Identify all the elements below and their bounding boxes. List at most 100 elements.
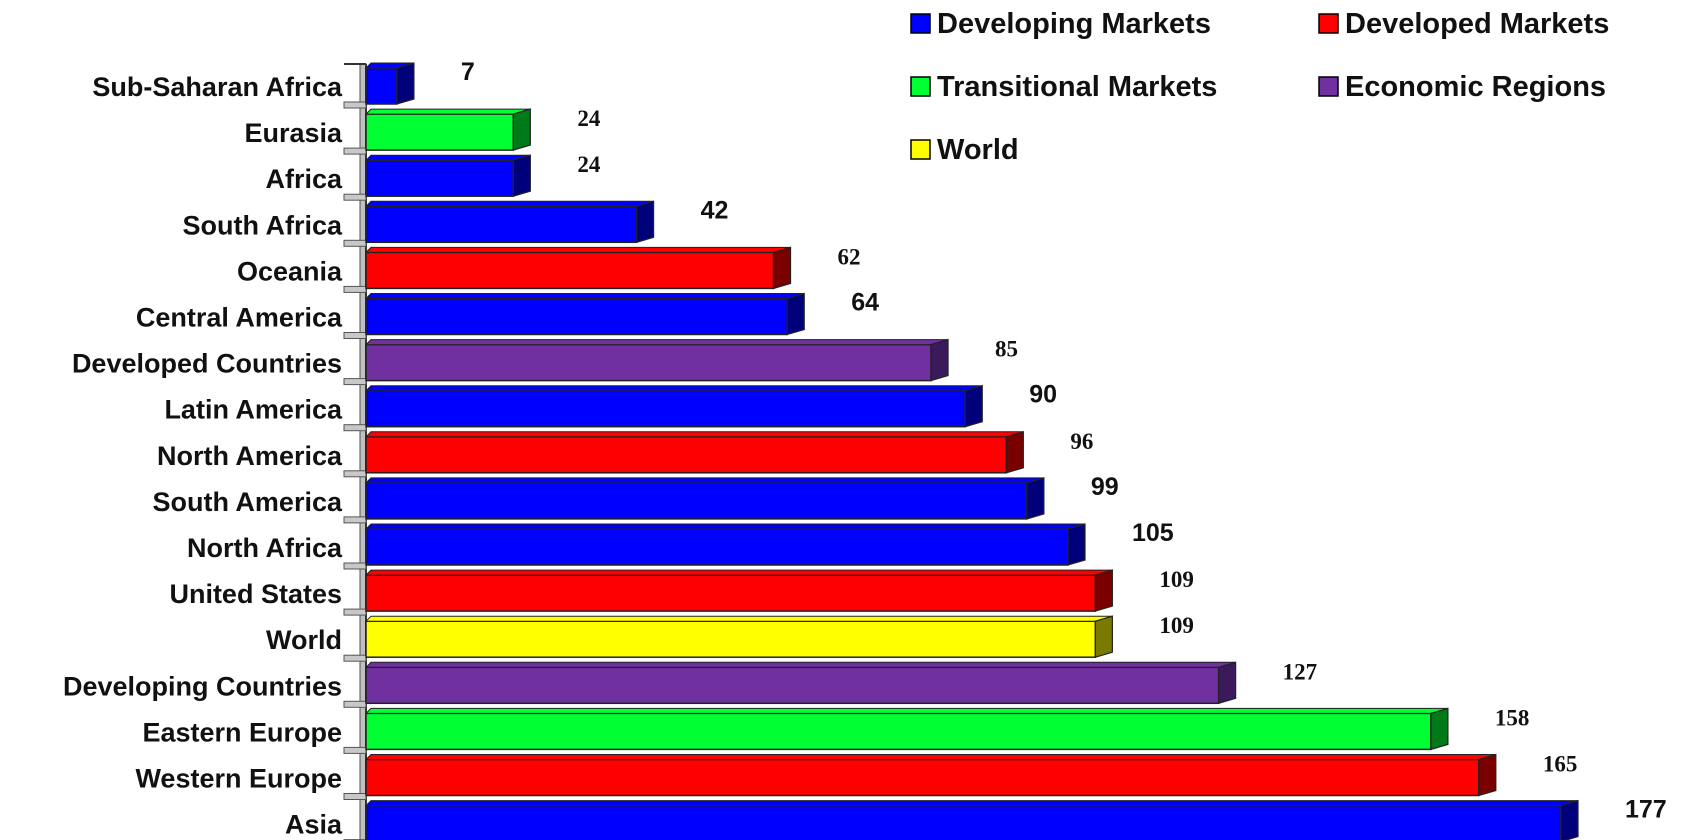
legend-item: Developed Markets	[1318, 8, 1609, 40]
bar-group	[364, 384, 983, 428]
value-label: 90	[1029, 381, 1057, 409]
bar-end-cap	[786, 292, 805, 336]
bar-group	[364, 569, 1113, 612]
bar	[365, 205, 638, 244]
value-label: 99	[1091, 473, 1119, 501]
bar	[365, 389, 967, 428]
axis-tick	[343, 239, 367, 247]
axis-tick	[343, 332, 367, 339]
bar	[365, 343, 932, 382]
bar	[365, 666, 1220, 705]
axis-tick	[343, 378, 367, 386]
bar-top	[364, 523, 1086, 530]
legend-item: Transitional Markets	[910, 71, 1217, 103]
legend-label: Developed Markets	[1345, 8, 1609, 40]
bar-top	[364, 569, 1113, 576]
legend-swatch	[1318, 13, 1339, 34]
bar-end-cap	[1094, 569, 1113, 612]
bar	[365, 159, 515, 197]
value-label: 177	[1625, 796, 1667, 824]
value-label: 165	[1543, 752, 1578, 777]
bar-top	[364, 293, 805, 299]
bar-group	[364, 430, 1024, 474]
legend-swatch	[1318, 76, 1339, 97]
legend-swatch	[910, 76, 931, 97]
value-label: 62	[838, 244, 861, 269]
legend-label: Economic Regions	[1345, 71, 1606, 103]
axis-tick	[343, 700, 367, 708]
value-label: 105	[1132, 519, 1174, 547]
bar-top	[364, 154, 531, 161]
bar-group	[364, 707, 1449, 751]
chart-axis	[343, 63, 367, 840]
bar-end-cap	[1218, 661, 1237, 705]
category-label: Eastern Europe	[142, 717, 342, 747]
legend-swatch	[910, 139, 931, 160]
axis-tick	[343, 285, 367, 293]
axis-tick	[343, 193, 367, 201]
axis-tick	[343, 562, 367, 570]
bar-top	[364, 661, 1236, 668]
legend-label: World	[937, 134, 1019, 166]
legend-label: Developing Markets	[937, 8, 1211, 40]
bar-end-cap	[930, 338, 949, 382]
bar	[365, 712, 1432, 751]
bar-end-cap	[512, 154, 531, 198]
legend-item: Developing Markets	[910, 8, 1211, 40]
category-label: World	[266, 625, 342, 655]
bar-group	[364, 154, 531, 198]
axis-tick	[343, 424, 367, 432]
bar-group	[364, 661, 1237, 705]
value-label: 127	[1283, 659, 1318, 684]
axis-tick	[343, 516, 367, 524]
axis-tick	[343, 746, 367, 754]
category-label: Sub-Saharan Africa	[92, 72, 343, 102]
value-label: 7	[461, 58, 475, 86]
bar-end-cap	[1067, 523, 1086, 566]
value-label: 96	[1070, 429, 1093, 454]
category-label: Asia	[285, 810, 343, 840]
legend-item: Economic Regions	[1318, 71, 1606, 103]
axis-tick	[343, 608, 367, 616]
bar-top	[364, 108, 531, 115]
category-label: Developed Countries	[72, 349, 342, 379]
category-label: United States	[169, 579, 342, 609]
bar-group	[364, 615, 1113, 659]
chart-legend: Developing Markets Developed Markets Trans…	[910, 8, 1609, 166]
bar	[365, 482, 1028, 520]
chart-labels: Sub-Saharan Africa 7 Eurasia 24 Africa 24 Sout…	[63, 58, 1667, 840]
bar-end-cap	[1094, 615, 1113, 659]
bar-group	[364, 292, 805, 336]
value-label: 24	[577, 106, 601, 131]
category-label: Africa	[265, 164, 343, 194]
bar-end-cap	[772, 246, 792, 290]
bar	[365, 528, 1069, 566]
bar-group	[364, 799, 1579, 840]
bar-top	[364, 339, 949, 346]
bar	[365, 436, 1008, 474]
category-label: Western Europe	[135, 764, 342, 794]
value-label: 85	[995, 337, 1018, 362]
legend-item: World	[910, 134, 1019, 166]
category-label: Developing Countries	[63, 671, 342, 701]
legend-label: Transitional Markets	[937, 71, 1217, 103]
chart-bars	[364, 62, 1579, 840]
category-label: Latin America	[164, 395, 343, 425]
bar-top	[364, 385, 983, 392]
axis-tick	[343, 654, 367, 662]
axis-tick	[343, 793, 367, 800]
value-label: 109	[1159, 567, 1194, 592]
category-label: Eurasia	[244, 118, 343, 148]
bar-end-cap	[512, 108, 531, 151]
bar-group	[364, 200, 655, 244]
axis-tick	[343, 147, 367, 155]
bar	[365, 758, 1480, 797]
bar	[365, 297, 788, 336]
bar-end-cap	[964, 384, 983, 428]
bar-end-cap	[635, 200, 655, 244]
bar-top	[364, 200, 654, 207]
bar	[365, 574, 1097, 612]
value-label: 42	[701, 196, 729, 224]
value-label: 24	[577, 152, 601, 177]
bar	[365, 804, 1562, 840]
